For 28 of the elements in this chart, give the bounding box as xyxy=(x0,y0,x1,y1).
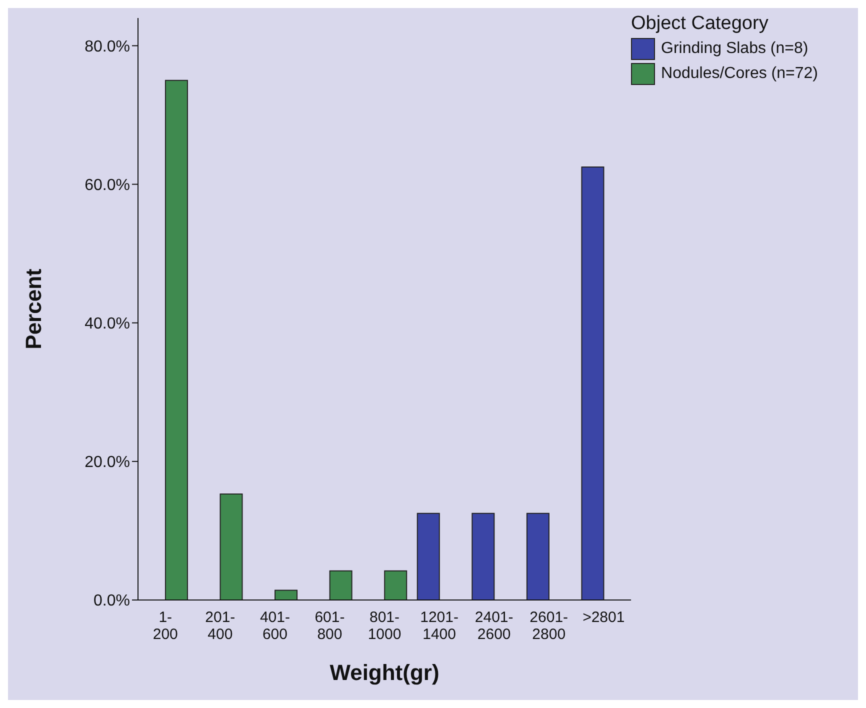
x-tick-label: 2601-2800 xyxy=(530,609,568,643)
x-tick-label: 1-200 xyxy=(152,609,178,643)
bar xyxy=(526,512,550,600)
x-tick-label: 1201-1400 xyxy=(420,609,458,643)
x-tick-label: 601-800 xyxy=(314,609,345,643)
bar xyxy=(274,590,298,600)
bar xyxy=(164,80,188,600)
legend-label: Grinding Slabs (n=8) xyxy=(660,39,810,59)
y-tick-label: 20.0% xyxy=(84,454,130,472)
y-axis-title: Percent xyxy=(20,268,46,350)
bar xyxy=(472,512,495,600)
x-tick-label: 801-1000 xyxy=(368,609,402,643)
bar xyxy=(220,493,243,600)
bar xyxy=(416,512,440,600)
bar xyxy=(384,570,408,600)
y-tick-label: 0.0% xyxy=(94,592,130,610)
y-tick-label: 40.0% xyxy=(84,316,130,333)
y-tick-label: 80.0% xyxy=(84,38,130,56)
x-tick-label: >2801 xyxy=(582,609,625,626)
x-tick-label: 201-400 xyxy=(205,609,236,643)
x-tick-label: 401-600 xyxy=(260,609,290,643)
legend-label: Nodules/Cores (n=72) xyxy=(660,64,818,84)
legend-title: Object Category xyxy=(631,13,770,35)
bar xyxy=(581,166,604,600)
x-axis-title: Weight(gr) xyxy=(330,660,440,685)
x-tick-label: 2401-2600 xyxy=(474,609,514,643)
y-tick-label: 60.0% xyxy=(84,176,130,194)
bar xyxy=(329,570,352,600)
